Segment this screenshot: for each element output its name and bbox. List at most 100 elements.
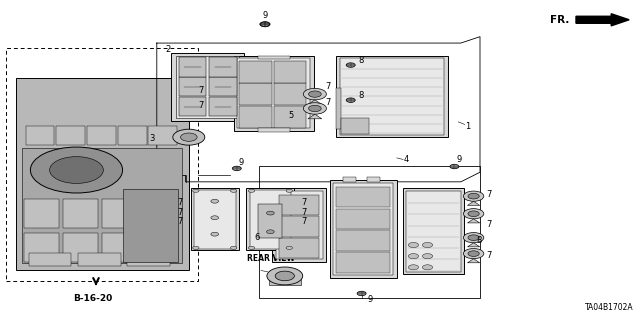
Circle shape xyxy=(468,251,479,256)
Bar xyxy=(279,216,319,237)
Bar xyxy=(274,61,306,83)
Bar xyxy=(29,253,72,266)
Circle shape xyxy=(266,211,274,215)
Text: 7: 7 xyxy=(325,82,330,91)
Bar xyxy=(127,253,170,266)
Circle shape xyxy=(248,246,255,249)
Circle shape xyxy=(346,98,355,102)
Circle shape xyxy=(468,235,479,241)
Circle shape xyxy=(286,189,292,192)
Circle shape xyxy=(232,166,241,171)
FancyArrow shape xyxy=(576,14,629,26)
Bar xyxy=(123,189,179,262)
Bar xyxy=(274,84,306,105)
Bar xyxy=(330,180,397,278)
Circle shape xyxy=(266,230,274,234)
Bar xyxy=(102,233,138,262)
Bar xyxy=(239,106,272,128)
Bar xyxy=(118,126,147,145)
Text: 9: 9 xyxy=(238,158,243,167)
Text: 9: 9 xyxy=(262,11,268,20)
Circle shape xyxy=(422,265,433,270)
Bar xyxy=(336,230,390,251)
Text: 3: 3 xyxy=(150,134,155,143)
Polygon shape xyxy=(308,100,322,104)
Circle shape xyxy=(463,191,484,201)
Circle shape xyxy=(468,193,479,199)
Text: 8: 8 xyxy=(477,236,482,245)
Circle shape xyxy=(286,246,292,249)
Circle shape xyxy=(468,211,479,217)
Bar xyxy=(250,190,291,249)
Circle shape xyxy=(193,246,199,249)
Circle shape xyxy=(230,189,237,192)
Bar xyxy=(259,204,282,238)
Circle shape xyxy=(180,133,197,141)
Text: 8: 8 xyxy=(358,91,364,100)
Text: 9: 9 xyxy=(367,295,372,304)
Text: 7: 7 xyxy=(325,98,330,107)
Text: 8: 8 xyxy=(358,56,364,65)
Bar xyxy=(336,56,448,137)
Bar xyxy=(148,126,177,145)
Circle shape xyxy=(463,233,484,243)
Bar xyxy=(279,238,319,258)
Circle shape xyxy=(267,267,303,285)
Bar xyxy=(26,126,54,145)
Bar xyxy=(234,56,314,131)
Bar xyxy=(279,195,319,215)
Text: 7: 7 xyxy=(178,198,183,207)
Bar xyxy=(141,233,177,262)
Circle shape xyxy=(193,189,199,192)
Bar xyxy=(343,177,356,182)
Text: 5: 5 xyxy=(289,111,294,120)
Text: 7: 7 xyxy=(198,101,204,110)
Bar xyxy=(179,77,206,96)
Bar xyxy=(246,188,294,250)
Circle shape xyxy=(308,91,321,97)
Circle shape xyxy=(49,157,103,183)
Bar xyxy=(56,126,85,145)
Text: 4: 4 xyxy=(403,155,408,164)
Text: 7: 7 xyxy=(198,86,204,95)
Bar xyxy=(272,188,326,262)
Bar xyxy=(194,190,236,249)
Bar xyxy=(336,88,341,129)
Polygon shape xyxy=(467,259,480,263)
Text: 7: 7 xyxy=(178,208,183,217)
Circle shape xyxy=(422,242,433,248)
Text: 7: 7 xyxy=(486,220,492,229)
Circle shape xyxy=(211,232,218,236)
Bar xyxy=(257,128,289,132)
Bar xyxy=(403,188,464,274)
Circle shape xyxy=(275,271,294,281)
Circle shape xyxy=(408,254,419,259)
Bar xyxy=(406,191,461,272)
Text: B-16-20: B-16-20 xyxy=(73,294,113,303)
Bar xyxy=(336,252,390,273)
Bar xyxy=(16,78,189,270)
Circle shape xyxy=(211,199,218,203)
Circle shape xyxy=(303,88,326,100)
Text: 7: 7 xyxy=(178,217,183,226)
Bar xyxy=(141,199,177,228)
Circle shape xyxy=(408,265,419,270)
Bar xyxy=(367,177,380,182)
Bar xyxy=(102,199,138,228)
Circle shape xyxy=(357,291,366,296)
Circle shape xyxy=(408,242,419,248)
Bar xyxy=(333,183,393,275)
Bar xyxy=(276,191,323,259)
Bar xyxy=(239,61,272,83)
Bar xyxy=(341,118,369,134)
Bar xyxy=(239,84,272,105)
Bar xyxy=(274,106,306,128)
Polygon shape xyxy=(467,219,480,223)
Text: TA04B1702A: TA04B1702A xyxy=(585,303,634,312)
Bar xyxy=(259,166,480,298)
Text: 7: 7 xyxy=(301,217,306,226)
Polygon shape xyxy=(467,243,480,247)
Polygon shape xyxy=(308,114,322,119)
Text: 7: 7 xyxy=(301,198,306,207)
Bar xyxy=(209,57,237,77)
